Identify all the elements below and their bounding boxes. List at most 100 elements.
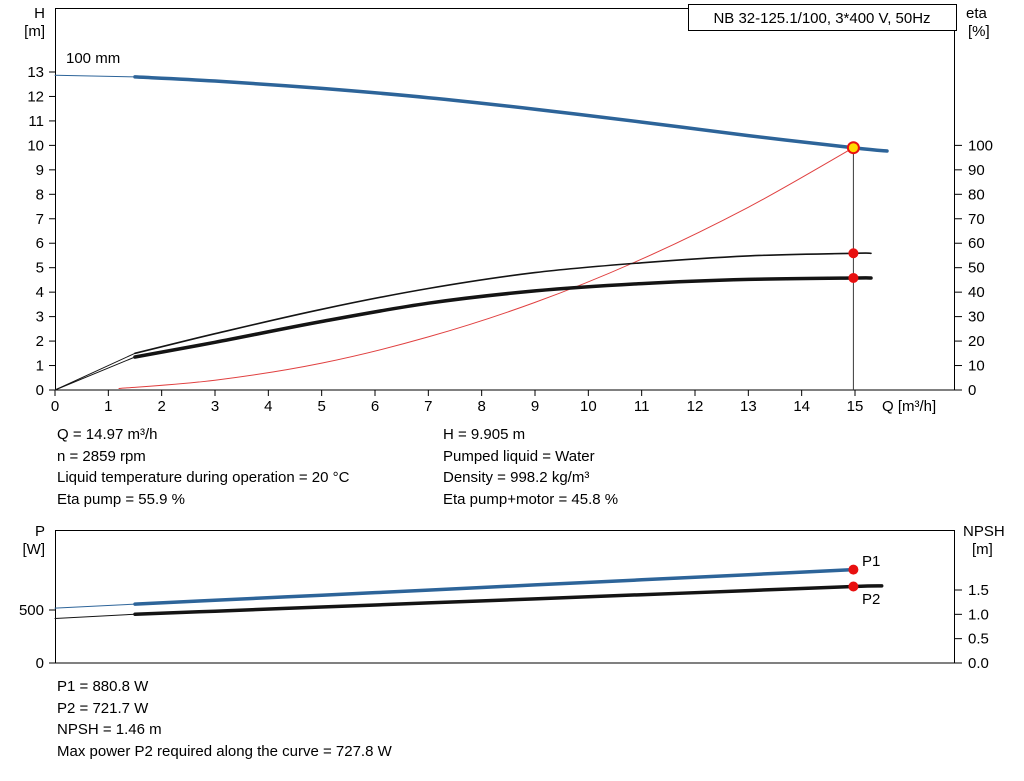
h-tick-label: 4 xyxy=(36,284,44,301)
npsh-tick-label: 0.5 xyxy=(968,631,989,648)
h-axis-title: H xyxy=(34,5,45,22)
x-tick-label: 15 xyxy=(847,398,864,415)
x-tick-label: 8 xyxy=(477,398,485,415)
p-tick-label: 500 xyxy=(19,602,44,619)
h-tick-label: 6 xyxy=(36,235,44,252)
p-tick-label: 0 xyxy=(36,655,44,672)
h-tick-label: 0 xyxy=(36,382,44,399)
p-axis-unit: [W] xyxy=(23,541,46,558)
impeller-size-label: 100 mm xyxy=(66,50,120,67)
title-box xyxy=(688,4,957,31)
eta-axis: 0 10 20 30 40 50 60 70 80 90 100 xyxy=(955,137,993,399)
x-tick-label: 10 xyxy=(580,398,597,415)
pumped-liquid: Pumped liquid = Water xyxy=(443,447,595,465)
p1-curve xyxy=(133,567,856,606)
eta-pump-extension xyxy=(54,352,136,391)
x-tick-label: 3 xyxy=(211,398,219,415)
eta-tick-label: 10 xyxy=(968,358,985,375)
eta-tick-label: 0 xyxy=(968,382,976,399)
h-tick-label: 1 xyxy=(36,358,44,375)
npsh-tick-label: 1.5 xyxy=(968,582,989,599)
eta-pump-curve xyxy=(134,252,872,355)
eta-tick-label: 100 xyxy=(968,137,993,154)
p2-curve xyxy=(133,584,884,616)
npsh-value: NPSH = 1.46 m xyxy=(57,721,162,739)
eta-pump-motor-extension xyxy=(54,356,136,391)
eta-tick-label: 60 xyxy=(968,235,985,252)
x-tick-label: 6 xyxy=(371,398,379,415)
p1-point xyxy=(848,564,859,575)
n-value: n = 2859 rpm xyxy=(57,447,146,465)
eta-tick-label: 50 xyxy=(968,260,985,277)
p2-label: P2 xyxy=(862,591,880,608)
h-tick-label: 9 xyxy=(36,162,44,179)
npsh-axis-title: NPSH xyxy=(963,523,1005,540)
h-tick-label: 3 xyxy=(36,309,44,326)
p2-curve-extension xyxy=(54,613,136,619)
eta-tick-label: 20 xyxy=(968,333,985,350)
x-tick-label: 0 xyxy=(51,398,59,415)
max-power-note: Max power P2 required along the curve = … xyxy=(57,742,392,760)
npsh-tick-label: 0.0 xyxy=(968,655,989,672)
x-axis: 0 1 2 3 4 5 6 7 8 9 10 11 12 13 14 15 xyxy=(51,390,864,415)
x-tick-label: 2 xyxy=(157,398,165,415)
x-tick-label: 5 xyxy=(317,398,325,415)
eta-pump-point xyxy=(848,248,859,259)
eta-pump-motor-value: Eta pump+motor = 45.8 % xyxy=(443,490,619,508)
density-value: Density = 998.2 kg/m³ xyxy=(443,469,590,487)
eta-tick-label: 90 xyxy=(968,162,985,179)
h-tick-label: 5 xyxy=(36,260,44,277)
x-tick-label: 12 xyxy=(687,398,704,415)
top-chart-frame xyxy=(55,8,955,391)
npsh-axis-unit: [m] xyxy=(972,541,993,558)
qh-curve-extension xyxy=(54,74,136,78)
h-tick-label: 12 xyxy=(27,88,44,105)
h-tick-label: 7 xyxy=(36,211,44,228)
p1-curve-extension xyxy=(54,603,136,609)
x-axis-title: Q [m³/h] xyxy=(882,398,936,415)
eta-pump-motor-point xyxy=(848,272,859,283)
duty-point-marker xyxy=(846,141,860,155)
eta-axis-unit: [%] xyxy=(968,23,990,40)
q-value: Q = 14.97 m³/h xyxy=(57,426,158,443)
npsh-tick-label: 1.0 xyxy=(968,606,989,623)
duty-info-right: H = 9.905 m Pumped liquid = Water Densit… xyxy=(443,424,618,510)
h-tick-label: 13 xyxy=(27,64,44,81)
qh-curve xyxy=(133,75,889,153)
power-npsh-chart: 0 500 P[W] 0.0 0.5 1.0 1.5 NPSH[m] P1 P2 xyxy=(19,523,1005,672)
eta-pump-value: Eta pump = 55.9 % xyxy=(57,490,185,508)
qh-eta-chart: 0 1 2 3 4 5 6 7 8 9 10 11 12 13 14 15 Q [m³/h]0123456789… xyxy=(24,4,993,415)
eta-pump-motor-curve xyxy=(133,276,873,359)
x-tick-label: 9 xyxy=(531,398,539,415)
liquid-temperature: Liquid temperature during operation = 20… xyxy=(57,469,350,487)
p1-value: P1 = 880.8 W xyxy=(57,678,149,695)
h-tick-label: 10 xyxy=(27,137,44,154)
x-tick-label: 14 xyxy=(793,398,810,415)
p2-value: P2 = 721.7 W xyxy=(57,699,149,717)
x-tick-label: 7 xyxy=(424,398,432,415)
eta-tick-label: 80 xyxy=(968,186,985,203)
eta-axis-title: eta xyxy=(966,5,988,22)
h-tick-label: 11 xyxy=(28,113,44,130)
eta-tick-label: 30 xyxy=(968,309,985,326)
eta-tick-label: 70 xyxy=(968,211,985,228)
p-axis: 0 500 xyxy=(19,602,55,672)
duty-info-left: Q = 14.97 m³/h n = 2859 rpm Liquid tempe… xyxy=(57,424,349,510)
x-tick-label: 4 xyxy=(264,398,272,415)
bottom-chart-frame xyxy=(55,530,955,664)
p-axis-title: P xyxy=(35,523,45,540)
h-axis-unit: [m] xyxy=(24,23,45,40)
p2-point xyxy=(848,581,859,592)
eta-tick-label: 40 xyxy=(968,284,985,301)
pump-title: NB 32-125.1/100, 3*400 V, 50Hz xyxy=(713,10,930,27)
h-tick-label: 8 xyxy=(36,186,44,203)
x-tick-label: 11 xyxy=(634,398,650,415)
x-tick-label: 1 xyxy=(104,398,112,415)
x-tick-label: 13 xyxy=(740,398,757,415)
power-info-block: P1 = 880.8 W P2 = 721.7 W NPSH = 1.46 m … xyxy=(57,676,392,762)
npsh-axis: 0.0 0.5 1.0 1.5 xyxy=(955,582,989,672)
system-curve xyxy=(118,147,854,389)
p1-label: P1 xyxy=(862,553,880,570)
